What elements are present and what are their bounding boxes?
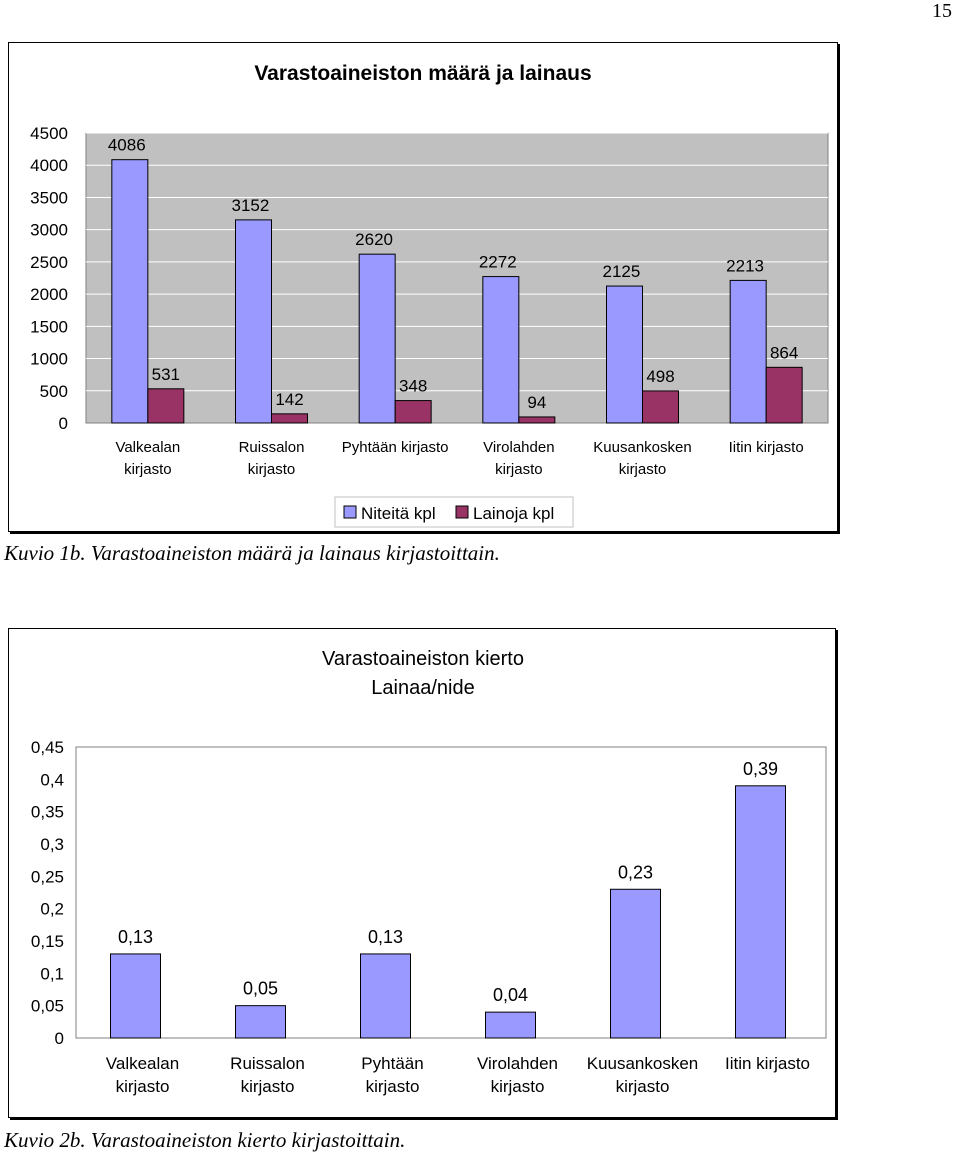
- page-number: 15: [932, 0, 952, 22]
- figure-caption-2: Kuvio 2b. Varastoaineiston kierto kirjas…: [4, 1128, 406, 1152]
- figure-caption-1: Kuvio 1b. Varastoaineiston määrä ja lain…: [4, 541, 500, 565]
- chart-circulation: [8, 628, 836, 1118]
- chart-storage-and-loans: [8, 42, 838, 532]
